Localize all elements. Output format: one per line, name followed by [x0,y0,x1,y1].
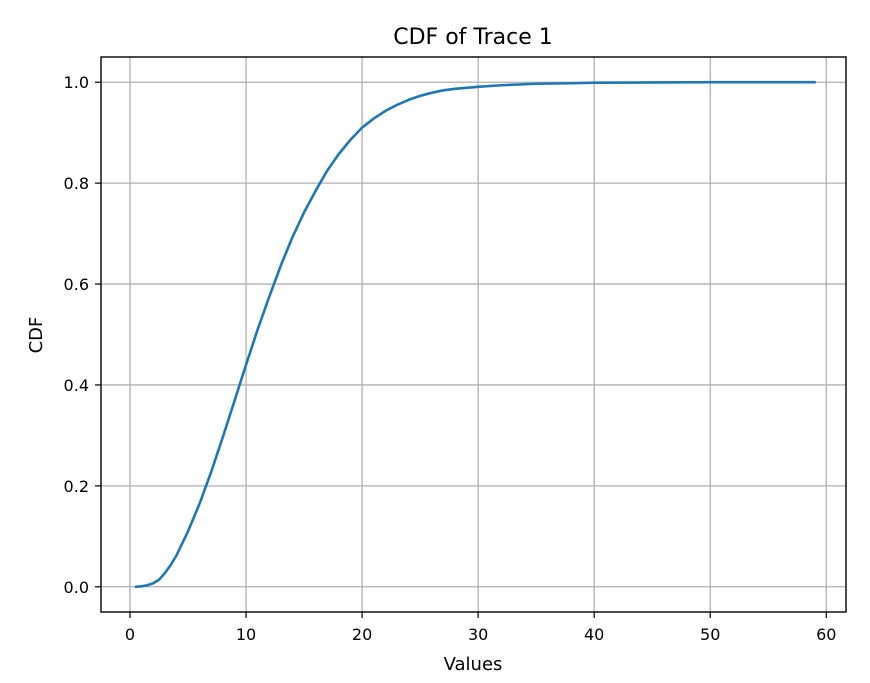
y-tick-label: 0.0 [64,578,89,597]
x-tick-label: 10 [236,625,256,644]
plot-frame [100,56,847,613]
x-tick-label: 60 [816,625,836,644]
x-tick-label: 20 [352,625,372,644]
y-tick-label: 1.0 [64,73,89,92]
y-tick-label: 0.8 [64,174,89,193]
y-tick-label: 0.4 [64,376,89,395]
cdf-line [134,80,816,589]
x-tick-label: 0 [125,625,135,644]
x-axis-label: Values [444,654,503,675]
grid-lines [101,57,846,612]
series-layer [134,80,816,589]
axis-ticks: 0 10 20 30 40 50 60 0.0 0.2 0.4 0.6 0.8 1.0 [64,73,837,644]
y-tick-label: 0.6 [64,275,89,294]
x-tick-label: 50 [700,625,720,644]
y-tick-label: 0.2 [64,477,89,496]
x-tick-label: 40 [584,625,604,644]
chart-title: CDF of Trace 1 [393,25,553,50]
y-axis-label: CDF [26,317,47,354]
x-tick-label: 30 [468,625,488,644]
